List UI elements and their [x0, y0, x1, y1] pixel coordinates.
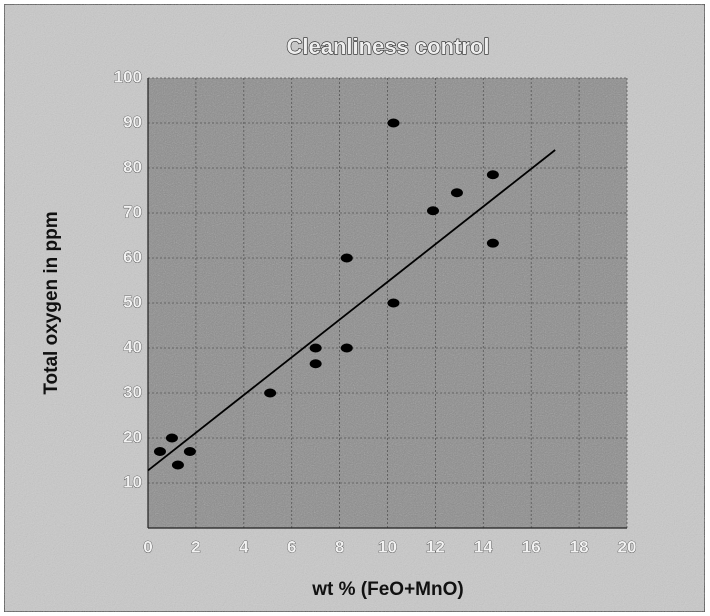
data-point: [264, 388, 277, 398]
data-point: [309, 359, 322, 369]
x-tick-label: 0: [143, 537, 152, 556]
data-point: [340, 343, 353, 353]
data-point: [183, 447, 196, 456]
data-point: [387, 118, 400, 128]
x-tick-label: 2: [191, 537, 200, 556]
y-tick-label: 10: [123, 472, 142, 491]
x-tick-label: 14: [474, 537, 493, 556]
y-axis-label: Total oxygen in ppm: [41, 211, 62, 394]
y-tick-label: 80: [123, 157, 142, 176]
x-tick-label: 8: [335, 537, 344, 556]
x-tick-label: 10: [378, 537, 397, 556]
y-tick-label: 40: [123, 337, 142, 356]
data-point: [165, 433, 178, 443]
data-point: [486, 170, 499, 180]
x-axis-label: wt % (FeO+MnO): [311, 579, 463, 600]
x-tick-label: 12: [426, 537, 445, 556]
x-tick-label: 18: [570, 537, 589, 556]
x-tick-label: 16: [522, 537, 541, 556]
data-point: [309, 343, 322, 353]
data-point: [387, 298, 400, 308]
x-tick-label: 6: [287, 537, 296, 556]
data-point: [171, 460, 184, 470]
y-tick-label: 60: [123, 247, 142, 266]
y-tick-label: 50: [123, 292, 142, 311]
y-tick-label: 70: [123, 202, 142, 221]
data-point: [450, 188, 463, 198]
data-point: [340, 253, 353, 263]
x-tick-label: 20: [618, 537, 637, 556]
y-tick-label: 20: [123, 427, 142, 446]
y-tick-label: 100: [114, 67, 142, 86]
trend-line: [147, 149, 556, 472]
y-tick-label: 30: [123, 382, 142, 401]
chart-title: Cleanliness control: [287, 34, 490, 59]
data-point: [427, 206, 440, 216]
x-tick-label: 4: [239, 537, 249, 556]
data-point: [486, 238, 499, 248]
y-tick-label: 90: [123, 112, 142, 131]
data-point: [153, 447, 166, 456]
